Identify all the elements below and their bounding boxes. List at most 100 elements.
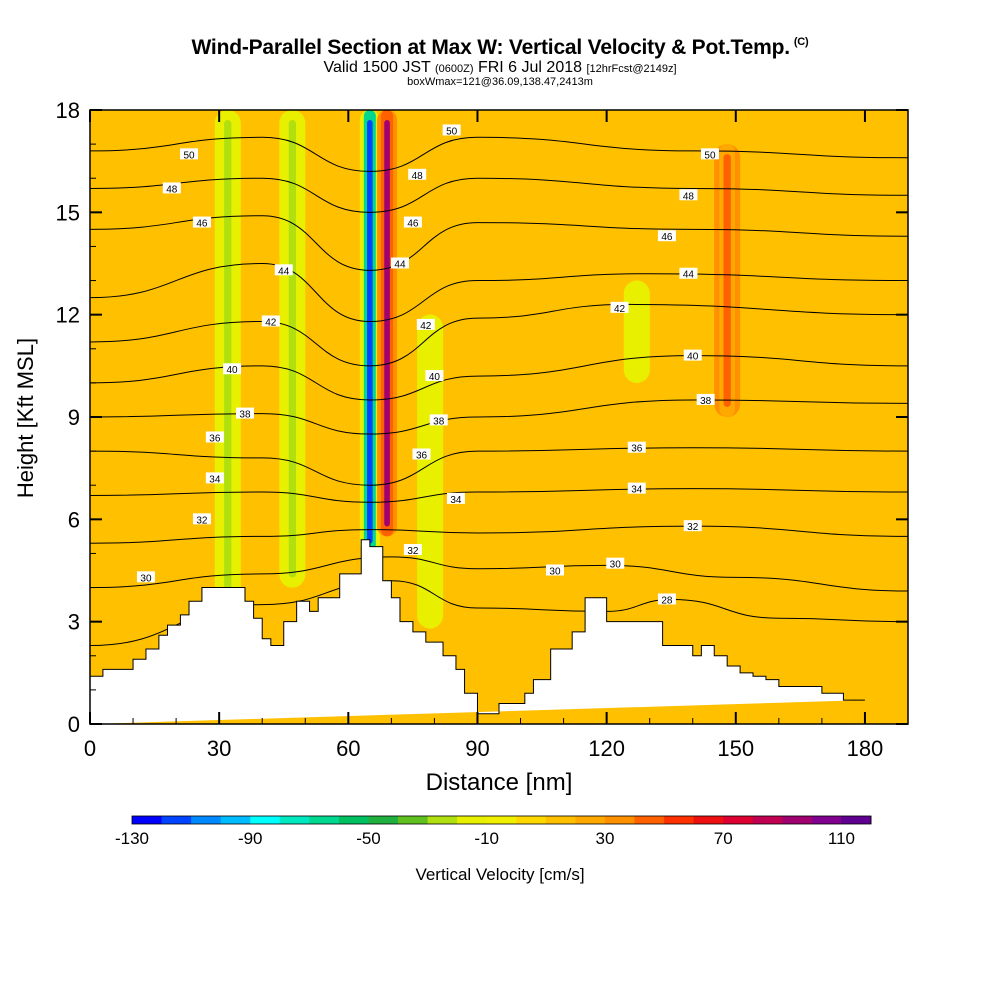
theta-label-bg xyxy=(657,593,676,605)
colorbar-swatch xyxy=(723,816,754,824)
theta-label-30-0: 30 xyxy=(136,571,155,584)
theta-label-46-1: 46 xyxy=(403,216,422,230)
theta-label-bg xyxy=(408,168,427,180)
theta-label-42-0: 42 xyxy=(261,315,280,328)
contour-labels: 28 30 30 30 32 32 32 34 34 34 36 36 36 38 38 38 40 40 40 42… xyxy=(136,124,719,606)
theta-label-text: 30 xyxy=(549,567,561,578)
theta-label-48-1: 48 xyxy=(408,168,427,182)
theta-contour-30 xyxy=(90,556,908,592)
colorbar-tick-label: -50 xyxy=(356,829,381,848)
x-tick-label: 0 xyxy=(84,736,96,761)
theta-label-28-0: 28 xyxy=(657,593,676,606)
theta-label-50-2: 50 xyxy=(700,148,719,161)
theta-label-bg xyxy=(412,448,431,460)
theta-label-text: 36 xyxy=(631,444,643,455)
colorbar-label: Vertical Velocity [cm/s] xyxy=(415,865,584,884)
x-tick-label: 150 xyxy=(717,736,754,761)
colorbar-swatch xyxy=(811,816,842,824)
theta-label-34-2: 34 xyxy=(627,482,646,496)
colorbar-swatch xyxy=(782,816,813,824)
colorbar-tick-label: -130 xyxy=(115,829,149,848)
theta-label-text: 34 xyxy=(209,474,221,485)
theta-label-bg xyxy=(683,349,702,361)
theta-label-bg xyxy=(223,363,242,375)
theta-label-bg xyxy=(610,301,629,313)
theta-label-38-0: 38 xyxy=(235,407,254,421)
y-axis-label: Height [Kft MSL] xyxy=(13,338,38,498)
colorbar-swatch xyxy=(664,816,695,824)
theta-label-46-0: 46 xyxy=(192,216,211,230)
theta-label-30-1: 30 xyxy=(545,564,564,578)
y-tick-label: 0 xyxy=(68,712,80,737)
x-tick-label: 60 xyxy=(336,736,360,761)
colorbar-swatch xyxy=(368,816,399,824)
y-tick-label: 9 xyxy=(68,405,80,430)
subtitle-date: FRI 6 Jul 2018 xyxy=(477,59,583,76)
theta-label-bg xyxy=(545,564,564,576)
theta-label-bg xyxy=(627,482,646,494)
theta-label-bg xyxy=(606,557,625,569)
theta-label-bg xyxy=(390,257,409,269)
theta-label-text: 30 xyxy=(610,560,622,571)
theta-label-40-2: 40 xyxy=(683,349,702,363)
theta-label-42-1: 42 xyxy=(416,318,435,332)
theta-label-text: 50 xyxy=(446,126,458,137)
theta-contours xyxy=(90,136,908,647)
colorbar-swatch xyxy=(575,816,606,824)
theta-label-bg xyxy=(627,441,646,453)
colorbar-swatch xyxy=(338,816,369,824)
theta-label-text: 44 xyxy=(394,260,406,271)
theta-label-text: 40 xyxy=(227,365,239,376)
theta-label-44-2: 44 xyxy=(679,267,698,281)
theta-label-text: 32 xyxy=(196,515,208,526)
theta-label-30-2: 30 xyxy=(606,557,625,571)
theta-label-bg xyxy=(235,407,254,419)
theta-label-44-0: 44 xyxy=(274,264,293,277)
theta-label-text: 48 xyxy=(412,171,424,182)
theta-label-text: 42 xyxy=(614,304,626,315)
chart-subtitle: Valid 1500 JST (0600Z) FRI 6 Jul 2018 [1… xyxy=(0,60,1000,77)
subtitle-utc: (0600Z) xyxy=(434,63,474,75)
theta-label-42-2: 42 xyxy=(610,301,629,315)
colorbar-swatch xyxy=(516,816,547,824)
theta-label-32-2: 32 xyxy=(683,520,702,533)
theta-label-bg xyxy=(403,544,422,556)
x-tick-label: 120 xyxy=(588,736,625,761)
theta-label-48-2: 48 xyxy=(679,189,698,202)
theta-label-text: 38 xyxy=(700,396,712,407)
theta-label-text: 34 xyxy=(450,495,462,506)
colorbar-swatch xyxy=(486,816,517,824)
theta-label-text: 32 xyxy=(407,546,419,557)
theta-label-bg xyxy=(162,182,181,194)
chart-title-text: Wind-Parallel Section at Max W: Vertical… xyxy=(191,36,791,59)
theta-label-bg xyxy=(446,492,465,504)
theta-label-bg xyxy=(416,318,435,330)
colorbar-swatch xyxy=(161,816,192,824)
theta-label-text: 46 xyxy=(407,219,419,230)
y-tick-label: 6 xyxy=(68,507,80,532)
theta-label-text: 40 xyxy=(687,352,699,363)
theta-label-text: 40 xyxy=(429,372,441,383)
y-tick-label: 18 xyxy=(56,98,80,123)
theta-label-text: 38 xyxy=(239,410,251,421)
theta-label-38-2: 38 xyxy=(696,393,715,407)
colorbar-swatch xyxy=(634,816,665,824)
colorbar-swatch xyxy=(841,816,872,824)
theta-label-text: 32 xyxy=(687,522,699,533)
subtitle-forecast: [12hrFcst@2149z] xyxy=(586,63,677,75)
chart-title: Wind-Parallel Section at Max W: Vertical… xyxy=(0,36,1000,60)
theta-label-bg xyxy=(180,148,199,160)
colorbar-swatch xyxy=(191,816,222,824)
velocity-core-2-inner xyxy=(367,120,373,544)
theta-label-bg xyxy=(425,370,444,382)
theta-contour-44 xyxy=(90,262,908,322)
theta-contour-50 xyxy=(90,136,908,172)
theta-label-bg xyxy=(700,148,719,160)
velocity-core-1-inner xyxy=(288,120,296,578)
theta-label-text: 38 xyxy=(433,416,445,427)
y-tick-label: 15 xyxy=(56,200,80,225)
velocity-core-0-inner xyxy=(224,120,232,629)
theta-label-text: 30 xyxy=(140,573,152,584)
theta-label-bg xyxy=(683,520,702,532)
theta-contour-34 xyxy=(90,488,908,503)
